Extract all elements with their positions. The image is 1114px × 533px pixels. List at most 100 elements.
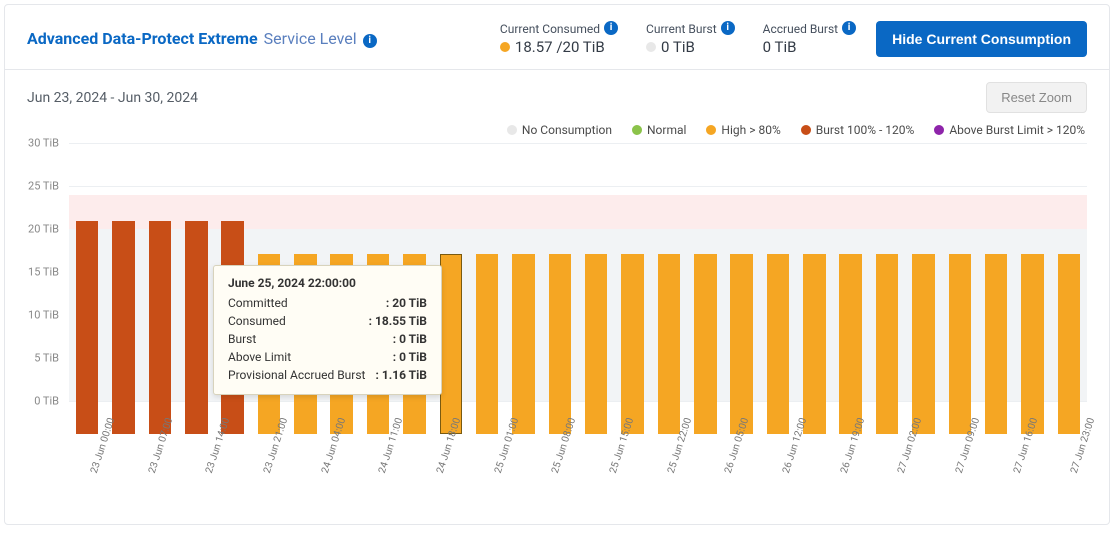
chart-tooltip: June 25, 2024 22:00:00 Committed: 20 TiB… (213, 265, 442, 395)
chart-bar[interactable] (149, 221, 172, 434)
bar-slot[interactable] (105, 143, 141, 434)
metric-label-text: Current Burst (646, 22, 717, 36)
bar-slot[interactable] (614, 143, 650, 434)
chart-bar[interactable] (476, 254, 499, 434)
bar-slot[interactable] (687, 143, 723, 434)
bar-slot[interactable] (723, 143, 759, 434)
legend-item[interactable]: Normal (632, 123, 686, 137)
bar-slot[interactable] (469, 143, 505, 434)
metric-label: Current Burst i (646, 22, 735, 36)
tooltip-row: Provisional Accrued Burst: 1.16 TiB (228, 366, 427, 384)
legend-label: Normal (647, 123, 686, 137)
status-dot (500, 42, 510, 52)
chart-bar[interactable] (658, 254, 681, 434)
chart-bar[interactable] (949, 254, 972, 434)
bar-slot[interactable] (1051, 143, 1087, 434)
bar-slot[interactable] (178, 143, 214, 434)
bar-slot[interactable] (542, 143, 578, 434)
chart-bar[interactable] (803, 254, 826, 434)
bar-slot[interactable] (505, 143, 541, 434)
bar-slot[interactable] (978, 143, 1014, 434)
legend-item[interactable]: High > 80% (706, 123, 780, 137)
chart-bar[interactable] (185, 221, 208, 434)
chart-bar[interactable] (730, 254, 753, 434)
metric-value-text: 18.57 /20 TiB (515, 38, 605, 56)
legend-label: Burst 100% - 120% (816, 123, 915, 137)
chart-bar[interactable] (440, 254, 463, 434)
chart-bar[interactable] (876, 254, 899, 434)
metric-value-text: 0 TiB (661, 38, 695, 56)
bar-slot[interactable] (142, 143, 178, 434)
legend-label: No Consumption (522, 123, 612, 137)
panel-subtitle: Service Level (264, 29, 357, 48)
bar-slot[interactable] (905, 143, 941, 434)
chart-bar[interactable] (549, 254, 572, 434)
chart-bar[interactable] (76, 221, 99, 434)
chart-bar[interactable] (767, 254, 790, 434)
metric-label: Current Consumed i (500, 22, 618, 36)
chart-area: 0 TiB5 TiB10 TiB15 TiB20 TiB25 TiB30 TiB… (5, 143, 1109, 524)
legend-dot (507, 125, 517, 135)
reset-zoom-button[interactable]: Reset Zoom (986, 82, 1087, 113)
bar-slot[interactable] (578, 143, 614, 434)
legend-item[interactable]: Above Burst Limit > 120% (934, 123, 1085, 137)
bar-slot[interactable] (1014, 143, 1050, 434)
legend-dot (801, 125, 811, 135)
tooltip-row: Above Limit: 0 TiB (228, 348, 427, 366)
legend-item[interactable]: No Consumption (507, 123, 612, 137)
metric-label-text: Accrued Burst (763, 22, 838, 36)
x-axis: 23 Jun 00:0023 Jun 07:0023 Jun 14:0023 J… (69, 434, 1087, 524)
info-icon[interactable]: i (363, 34, 377, 48)
metric-value-text: 0 TiB (763, 38, 797, 56)
tooltip-key: Burst (228, 330, 256, 348)
metric-value: 0 TiB (646, 38, 735, 56)
chart-bar[interactable] (912, 254, 935, 434)
bar-slot[interactable] (69, 143, 105, 434)
chart-bar[interactable] (694, 254, 717, 434)
bar-slot[interactable] (796, 143, 832, 434)
legend-dot (706, 125, 716, 135)
header-metrics: Current Consumed i 18.57 /20 TiB Current… (500, 22, 856, 56)
metric-current-consumed: Current Consumed i 18.57 /20 TiB (500, 22, 618, 56)
chart-bar[interactable] (985, 254, 1008, 434)
tooltip-value: : 18.55 TiB (369, 312, 427, 330)
legend-label: High > 80% (721, 123, 780, 137)
bar-slot[interactable] (760, 143, 796, 434)
chart-bar[interactable] (839, 254, 862, 434)
info-icon[interactable]: i (842, 21, 856, 35)
chart-bar[interactable] (585, 254, 608, 434)
legend-item[interactable]: Burst 100% - 120% (801, 123, 915, 137)
info-icon[interactable]: i (604, 21, 618, 35)
sub-header: Jun 23, 2024 - Jun 30, 2024 Reset Zoom (5, 70, 1109, 117)
consumption-panel: Advanced Data-Protect Extreme Service Le… (4, 4, 1110, 525)
legend-dot (934, 125, 944, 135)
chart-bar[interactable] (621, 254, 644, 434)
bar-slot[interactable] (651, 143, 687, 434)
tooltip-row: Consumed : 18.55 TiB (228, 312, 427, 330)
info-icon[interactable]: i (721, 21, 735, 35)
y-tick-label: 5 TiB (34, 352, 59, 365)
panel-header: Advanced Data-Protect Extreme Service Le… (5, 5, 1109, 70)
metric-label-text: Current Consumed (500, 22, 600, 36)
chart-bar[interactable] (512, 254, 535, 434)
bar-slot[interactable] (833, 143, 869, 434)
chart-bar[interactable] (1021, 254, 1044, 434)
chart-legend: No Consumption Normal High > 80% Burst 100%… (5, 117, 1109, 143)
chart-plot[interactable]: June 25, 2024 22:00:00 Committed: 20 TiB… (69, 143, 1087, 434)
panel-title: Advanced Data-Protect Extreme (27, 29, 258, 48)
tooltip-key: Provisional Accrued Burst (228, 366, 365, 384)
chart-bar[interactable] (112, 221, 135, 434)
bar-slot[interactable] (942, 143, 978, 434)
y-tick-label: 25 TiB (28, 180, 59, 193)
y-tick-label: 0 TiB (34, 395, 59, 408)
metric-current-burst: Current Burst i 0 TiB (646, 22, 735, 56)
tooltip-row: Committed: 20 TiB (228, 294, 427, 312)
tooltip-title: June 25, 2024 22:00:00 (228, 276, 427, 290)
chart-bar[interactable] (1058, 254, 1081, 434)
tooltip-row: Burst: 0 TiB (228, 330, 427, 348)
y-tick-label: 10 TiB (28, 309, 59, 322)
y-tick-label: 20 TiB (28, 223, 59, 236)
bar-slot[interactable] (869, 143, 905, 434)
tooltip-key: Consumed (228, 312, 286, 330)
toggle-consumption-button[interactable]: Hide Current Consumption (876, 21, 1087, 57)
